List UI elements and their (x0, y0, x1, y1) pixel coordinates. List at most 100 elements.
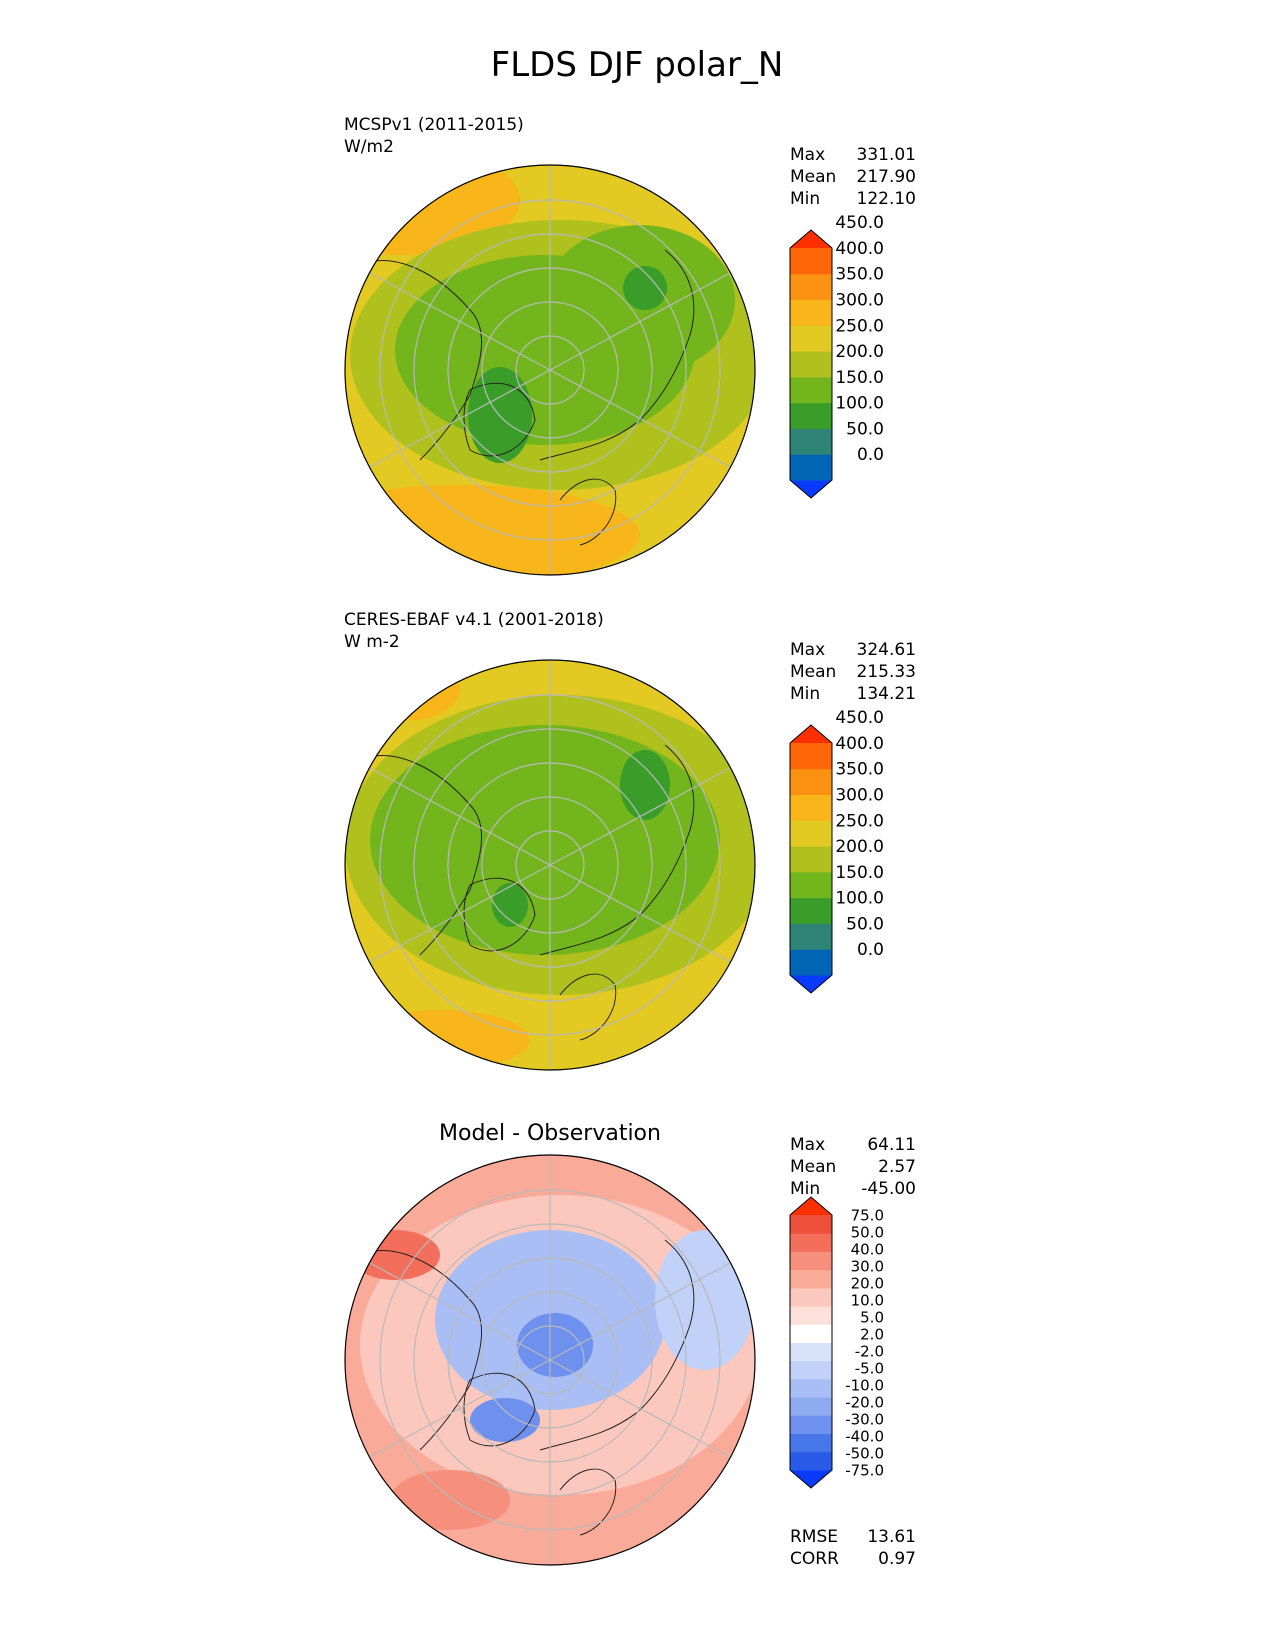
colorbar-segment (790, 923, 832, 950)
metric-corr-value: 0.97 (878, 1549, 916, 1569)
stat-mean-label: Mean (790, 662, 836, 682)
panel-diff: Model - Observation (344, 1121, 916, 1569)
colorbar-diff: -75.0-50.0-40.0-30.0-20.0-10.0-5.0-2.02.… (789, 1196, 884, 1489)
colorbar-tick-label: 10.0 (851, 1291, 884, 1309)
colorbar-tick-label: 450.0 (835, 213, 884, 233)
field-arctic-low (370, 725, 720, 955)
colorbar-segment (790, 1233, 832, 1252)
colorbar-segment (790, 1415, 832, 1435)
field-pos-pacific (350, 1230, 440, 1280)
colorbar-segment (790, 248, 832, 275)
coast-eurasia (539, 249, 695, 461)
colorbar-tick-label: 75.0 (851, 1206, 884, 1224)
panel-obs-units: W m-2 (344, 632, 400, 652)
field-siberia-neg (655, 1230, 755, 1370)
colorbar-tick-label: 300.0 (835, 291, 884, 311)
colorbar-tick-label: 20.0 (851, 1274, 884, 1292)
figure-title: FLDS DJF polar_N (491, 45, 784, 85)
colorbar-segment (790, 1215, 832, 1234)
colorbar-tick-label: 350.0 (835, 265, 884, 285)
metrics-diff: RMSE 13.61 CORR 0.97 (790, 1527, 916, 1569)
colorbar-segment (790, 1324, 832, 1343)
stat-min-label: Min (790, 684, 820, 704)
colorbar-extend-low (790, 1470, 832, 1488)
colorbar-tick-label: -10.0 (845, 1376, 884, 1394)
map-obs (345, 660, 755, 1070)
colorbar-tick-label: 450.0 (835, 708, 884, 728)
stat-max-label: Max (790, 640, 825, 660)
colorbar-segment (790, 820, 832, 847)
panel-obs-title: CERES-EBAF v4.1 (2001-2018) (344, 610, 604, 630)
colorbar-tick-label: 150.0 (835, 368, 884, 388)
colorbar-tick-label: 5.0 (860, 1308, 884, 1326)
colorbar-tick-label: 200.0 (835, 342, 884, 362)
stat-mean-label: Mean (790, 1157, 836, 1177)
colorbar-segment (790, 1397, 832, 1416)
colorbar-segment (790, 1251, 832, 1271)
stat-max-label: Max (790, 1135, 825, 1155)
colorbar-segment (790, 1287, 832, 1307)
metric-rmse-value: 13.61 (867, 1527, 916, 1547)
colorbar-extend-high (790, 230, 832, 248)
stat-max-value: 331.01 (857, 145, 916, 165)
colorbar-outline (789, 724, 833, 994)
panel-diff-title: Model - Observation (439, 1121, 661, 1146)
colorbar-tick-label: 50.0 (851, 1223, 884, 1241)
stat-min-label: Min (790, 189, 820, 209)
colorbar-segment (790, 454, 832, 481)
colorbar-tick-label: 50.0 (846, 419, 884, 439)
field-greenland-min (468, 367, 532, 463)
metric-corr-label: CORR (790, 1549, 839, 1569)
colorbar-tick-label: 2.0 (860, 1325, 884, 1343)
stat-max-value: 324.61 (857, 640, 916, 660)
panel-model-title: MCSPv1 (2011-2015) (344, 115, 524, 135)
coast-north-america (359, 1250, 483, 1451)
colorbar-segment (790, 1269, 832, 1289)
stats-model: Max 331.01 Mean 217.90 Min 122.10 (790, 145, 916, 209)
colorbar-tick-label: 300.0 (835, 786, 884, 806)
stat-mean-value: 217.90 (857, 167, 916, 187)
colorbar-tick-label: -30.0 (845, 1410, 884, 1428)
colorbar-tick-label: 250.0 (835, 811, 884, 831)
map-diff (345, 1155, 755, 1565)
colorbar-extend-high (790, 1197, 832, 1215)
colorbar-tick-label: 400.0 (835, 239, 884, 259)
colorbar-tick-label: 0.0 (857, 940, 884, 960)
colorbar-segment (790, 428, 832, 455)
colorbar-segment (790, 768, 832, 796)
colorbar-tick-label: -5.0 (855, 1359, 884, 1377)
colorbar-tick-label: 100.0 (835, 394, 884, 414)
colorbar-tick-label: 100.0 (835, 889, 884, 909)
panel-model-units: W/m2 (344, 137, 394, 157)
coast-north-america (359, 755, 483, 956)
colorbar-segment (790, 1306, 832, 1325)
field-siberia-min (623, 266, 667, 310)
graticule (367, 1155, 733, 1565)
colorbar-tick-label: -50.0 (845, 1444, 884, 1462)
stat-min-value: 122.10 (857, 189, 916, 209)
colorbar-tick-label: 40.0 (851, 1240, 884, 1258)
colorbar-tick-label: 150.0 (835, 863, 884, 883)
colorbar-segment (790, 376, 832, 404)
field-warm-atlantic (345, 485, 640, 575)
colorbar-tick-label: 0.0 (857, 445, 884, 465)
colorbar-tick-label: 250.0 (835, 316, 884, 336)
colorbar-tick-label: 200.0 (835, 837, 884, 857)
coast-north-america (359, 260, 483, 461)
field-greenland-min (492, 883, 528, 927)
colorbar-segment (790, 299, 832, 326)
colorbar-tick-label: -20.0 (845, 1393, 884, 1411)
colorbar-segment (790, 1433, 832, 1453)
graticule (367, 165, 733, 575)
colorbar-tick-label: -2.0 (855, 1342, 884, 1360)
colorbar-tick-label: 400.0 (835, 734, 884, 754)
colorbar-segment (790, 402, 832, 429)
metric-rmse-label: RMSE (790, 1527, 838, 1547)
colorbar-tick-label: 30.0 (851, 1257, 884, 1275)
colorbar-tick-label: -40.0 (845, 1427, 884, 1445)
map-border (344, 1154, 756, 1566)
field-warm-atlantic (350, 1010, 530, 1070)
coast-eurasia (539, 744, 695, 956)
colorbar-segment (790, 897, 832, 924)
colorbar-tick-label: -75.0 (845, 1461, 884, 1479)
